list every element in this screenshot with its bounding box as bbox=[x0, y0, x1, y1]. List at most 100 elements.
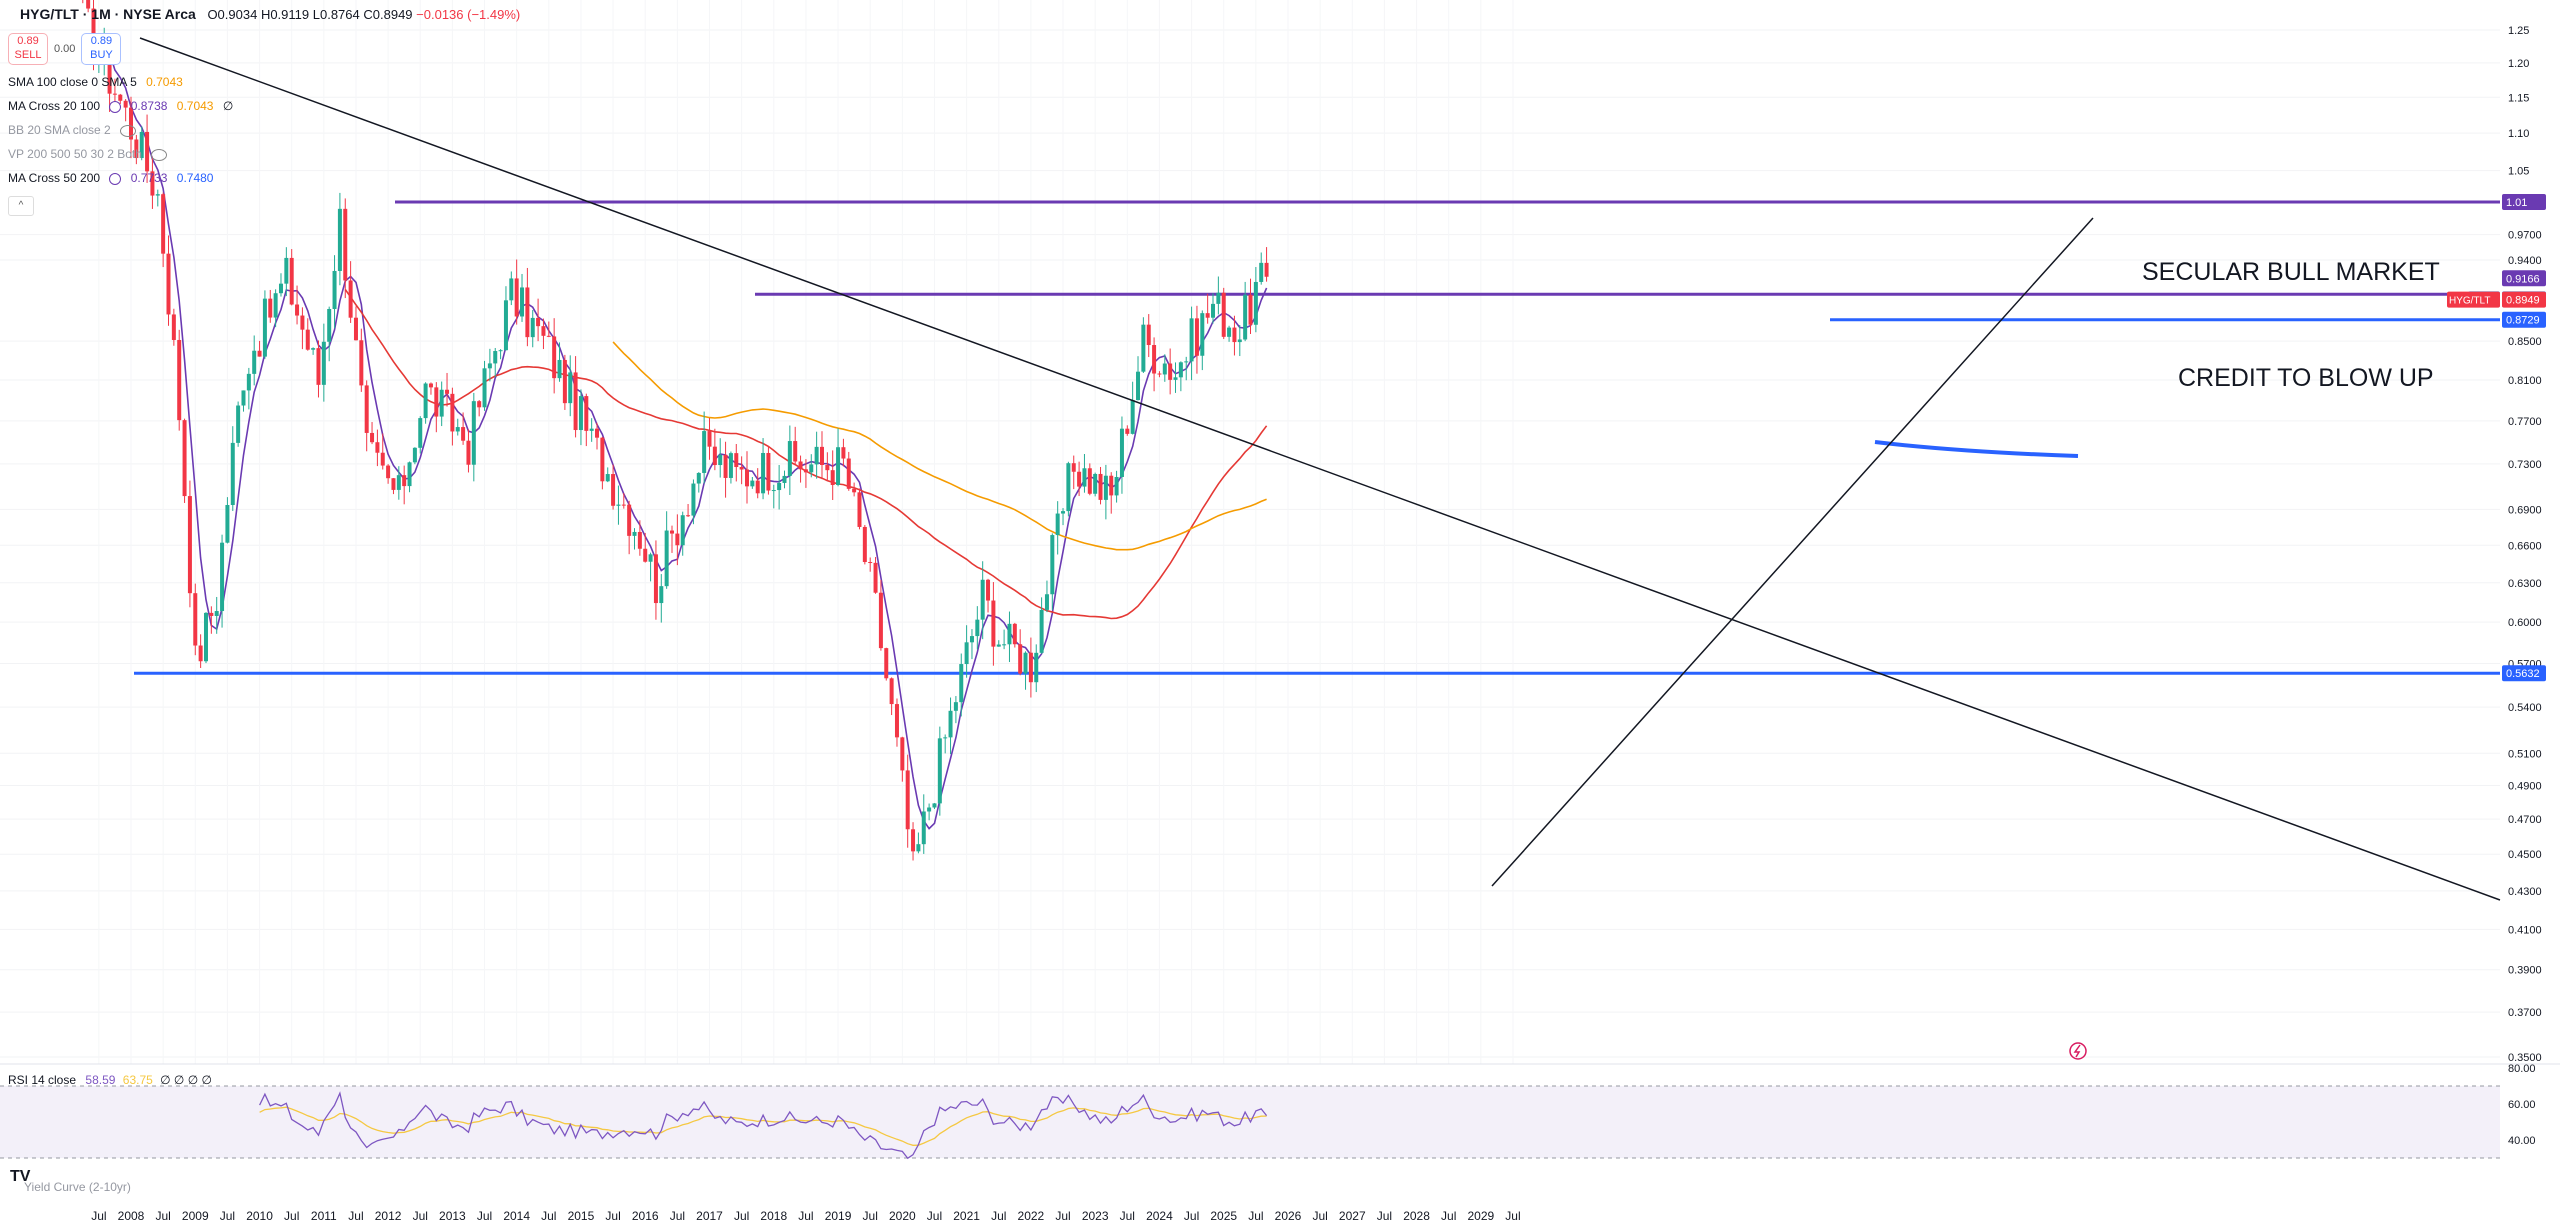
candle-body bbox=[584, 396, 589, 431]
indicator-ma-cross-50-200[interactable]: MA Cross 50 200 0.7733 0.7480 bbox=[8, 171, 213, 185]
candle-body bbox=[943, 737, 948, 739]
candle-body bbox=[353, 317, 358, 341]
candle-body bbox=[755, 480, 760, 494]
candle-body bbox=[868, 562, 873, 564]
candle-body bbox=[241, 390, 246, 406]
time-tick-label: Jul bbox=[1120, 1209, 1135, 1223]
candle-body bbox=[407, 462, 412, 487]
time-tick-label: 2014 bbox=[503, 1209, 530, 1223]
candle-body bbox=[86, 0, 91, 9]
candle-body bbox=[712, 446, 717, 466]
candle-body bbox=[520, 287, 525, 317]
time-tick-label: 2021 bbox=[953, 1209, 980, 1223]
candle-body bbox=[857, 492, 862, 527]
time-tick-label: Jul bbox=[220, 1209, 235, 1223]
price-tick-label: 0.7700 bbox=[2508, 416, 2542, 428]
indicator-sma100[interactable]: SMA 100 close 0 SMA 5 0.7043 bbox=[8, 75, 183, 89]
candle-body bbox=[707, 431, 712, 447]
candle-body bbox=[187, 496, 192, 594]
indicator-bb[interactable]: BB 20 SMA close 2 bbox=[8, 123, 137, 137]
time-tick-label: Jul bbox=[155, 1209, 170, 1223]
rsi-header[interactable]: RSI 14 close 58.59 63.75 ∅ ∅ ∅ ∅ bbox=[8, 1073, 212, 1087]
candle-body bbox=[1146, 324, 1151, 346]
time-tick-label: 2027 bbox=[1339, 1209, 1366, 1223]
candle-body bbox=[964, 642, 969, 665]
candle-body bbox=[552, 336, 557, 379]
eye-hidden-icon[interactable] bbox=[120, 124, 137, 137]
candle-body bbox=[155, 194, 160, 196]
indicator-name: MA Cross 50 200 bbox=[8, 171, 101, 185]
indicator-ma-cross-20-100[interactable]: MA Cross 20 100 0.8738 0.7043 ∅ bbox=[8, 99, 233, 113]
indicator-name: SMA 100 close 0 SMA 5 bbox=[8, 75, 137, 89]
yield-curve-indicator[interactable]: Yield Curve (2-10yr) bbox=[8, 1180, 131, 1194]
candle-body bbox=[653, 554, 658, 604]
candle-body bbox=[771, 490, 776, 492]
candle-body bbox=[214, 611, 219, 616]
price-tick-label: 0.7300 bbox=[2508, 459, 2542, 471]
gear-icon[interactable] bbox=[109, 100, 122, 113]
candle-body bbox=[434, 387, 439, 417]
rsi-ma-line bbox=[259, 1106, 1267, 1146]
time-tick-label: Jul bbox=[284, 1209, 299, 1223]
candle-body bbox=[927, 807, 932, 812]
price-tick-label: 0.4900 bbox=[2508, 781, 2542, 793]
bolt-icon[interactable] bbox=[2069, 1042, 2087, 1060]
indicator-value-fast: 0.8738 bbox=[130, 99, 168, 113]
candle-body bbox=[1136, 371, 1141, 401]
candle-body bbox=[428, 383, 433, 388]
price-label-text: 0.8729 bbox=[2506, 315, 2540, 327]
sell-button[interactable]: 0.89 SELL bbox=[8, 33, 48, 65]
candle-body bbox=[503, 300, 508, 351]
candle-body bbox=[595, 428, 600, 438]
candle-body bbox=[278, 283, 283, 294]
candle-body bbox=[728, 453, 733, 478]
gear-icon[interactable] bbox=[109, 172, 122, 185]
time-tick-label: Jul bbox=[991, 1209, 1006, 1223]
candle-body bbox=[1178, 362, 1183, 378]
spread-value: 0.00 bbox=[54, 43, 76, 55]
price-tick-label: 1.05 bbox=[2508, 166, 2529, 178]
candle-body bbox=[643, 548, 648, 562]
symbol-title[interactable]: HYG/TLT · 1M · NYSE Arca bbox=[20, 6, 196, 22]
indicator-value: 0.7043 bbox=[146, 75, 183, 89]
candle-body bbox=[1184, 361, 1189, 363]
candle-body bbox=[1227, 327, 1232, 337]
candle-body bbox=[793, 441, 798, 462]
price-tick-label: 0.4100 bbox=[2508, 924, 2542, 936]
candle-body bbox=[991, 600, 996, 647]
price-tick-label: 0.8500 bbox=[2508, 336, 2542, 348]
candle-body bbox=[953, 702, 958, 711]
price-label-badge bbox=[2502, 311, 2546, 328]
candle-body bbox=[1114, 476, 1119, 496]
buy-button[interactable]: 0.89 BUY bbox=[81, 33, 122, 65]
candle-body bbox=[343, 208, 348, 281]
eye-hidden-icon[interactable] bbox=[151, 148, 168, 161]
candle-body bbox=[1093, 473, 1098, 494]
indicator-vp[interactable]: VP 200 500 50 30 2 Both bbox=[8, 147, 168, 161]
candle-body bbox=[1119, 428, 1124, 477]
candle-body bbox=[937, 738, 942, 804]
collapse-indicators-button[interactable]: ^ bbox=[8, 196, 34, 216]
time-tick-label: Jul bbox=[348, 1209, 363, 1223]
candle-body bbox=[220, 542, 225, 612]
candle-body bbox=[702, 431, 707, 473]
candle-body bbox=[1023, 652, 1028, 674]
time-tick-label: Jul bbox=[1505, 1209, 1520, 1223]
candle-body bbox=[236, 405, 241, 443]
price-tick-label: 0.6000 bbox=[2508, 617, 2542, 629]
indicator-name: BB 20 SMA close 2 bbox=[8, 123, 111, 137]
candle-body bbox=[830, 470, 835, 486]
candle-body bbox=[386, 465, 391, 479]
price-tick-label: 1.25 bbox=[2508, 25, 2529, 37]
candle-body bbox=[284, 257, 289, 284]
candle-body bbox=[686, 515, 691, 517]
candle-body bbox=[418, 418, 423, 448]
candle-body bbox=[1211, 303, 1216, 318]
candle-body bbox=[1012, 623, 1017, 645]
candle-body bbox=[568, 372, 573, 404]
candle-body bbox=[375, 442, 380, 453]
tradingview-logo-icon[interactable]: TV bbox=[10, 1168, 31, 1185]
time-tick-label: 2024 bbox=[1146, 1209, 1173, 1223]
time-tick-label: 2028 bbox=[1403, 1209, 1430, 1223]
